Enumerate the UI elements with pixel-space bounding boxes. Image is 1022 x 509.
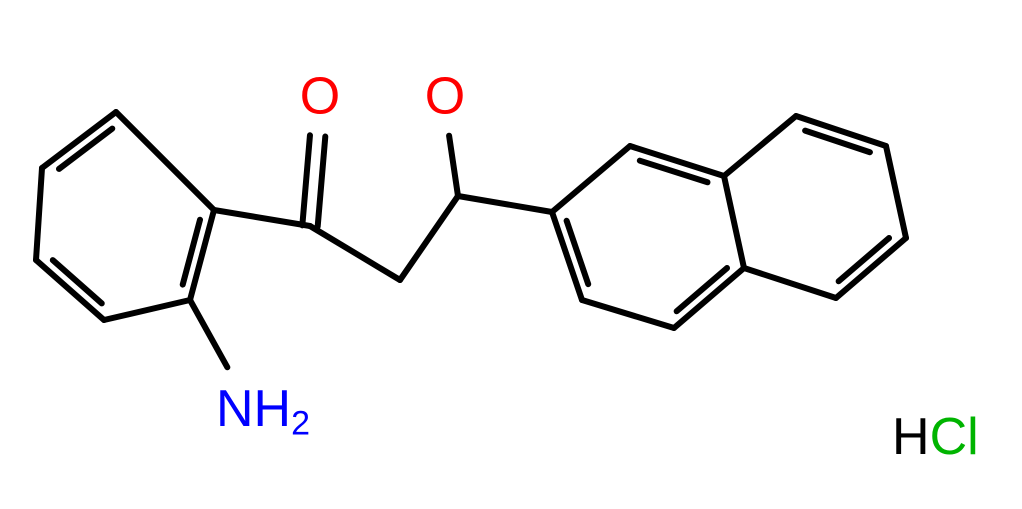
atom-label-amine: NH2	[216, 380, 310, 443]
counterion-hcl: HCl	[892, 408, 979, 466]
atom-label-oxygen-carbonyl: O	[300, 68, 340, 126]
label-layer: O O NH2 HCl	[216, 68, 979, 466]
bond-layer	[36, 112, 906, 367]
molecule-diagram: O O NH2 HCl	[0, 0, 1022, 509]
atom-label-oxygen-ether: O	[425, 68, 465, 126]
